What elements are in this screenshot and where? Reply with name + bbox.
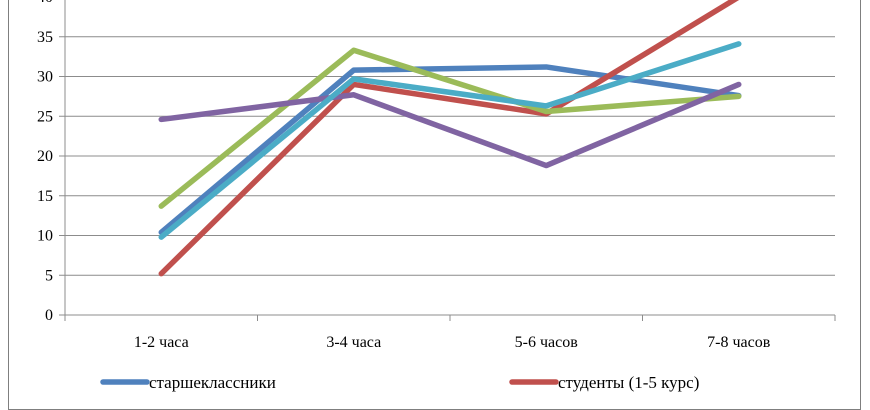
axes <box>59 0 836 321</box>
legend-label: старшеклассники <box>149 373 276 392</box>
y-tick-label: 20 <box>37 148 53 165</box>
series-line-1 <box>158 64 742 236</box>
series-line-2 <box>158 0 740 277</box>
x-tick-label: 5-6 часов <box>515 334 579 351</box>
y-tick-label: 15 <box>37 188 53 205</box>
legend-label: студенты (1-5 курс) <box>558 373 699 392</box>
line-chart: 0 5 10 15 20 25 30 35 40 1-2 часа 3-4 часа 5-6 часо… <box>37 0 836 392</box>
x-tick-label: 1-2 часа <box>134 334 189 351</box>
y-tick-label: 10 <box>37 228 53 245</box>
y-tick-label: 30 <box>37 69 53 86</box>
y-tick-label: 35 <box>37 29 53 46</box>
tick-labels: 0 5 10 15 20 25 30 35 40 1-2 часа 3-4 часа 5-6 часо… <box>37 0 771 351</box>
series-line-5 <box>158 41 742 240</box>
y-tick-label: 5 <box>45 267 53 284</box>
y-tick-label: 40 <box>37 0 53 6</box>
legend: старшеклассники студенты (1-5 курс) <box>100 373 699 392</box>
y-tick-label: 25 <box>37 108 53 125</box>
series-line-3 <box>158 47 742 209</box>
series-line-4 <box>158 81 742 169</box>
x-tick-label: 3-4 часа <box>326 334 381 351</box>
x-tick-label: 7-8 часов <box>707 334 771 351</box>
y-tick-label: 0 <box>45 307 53 324</box>
series-lines <box>158 0 742 277</box>
